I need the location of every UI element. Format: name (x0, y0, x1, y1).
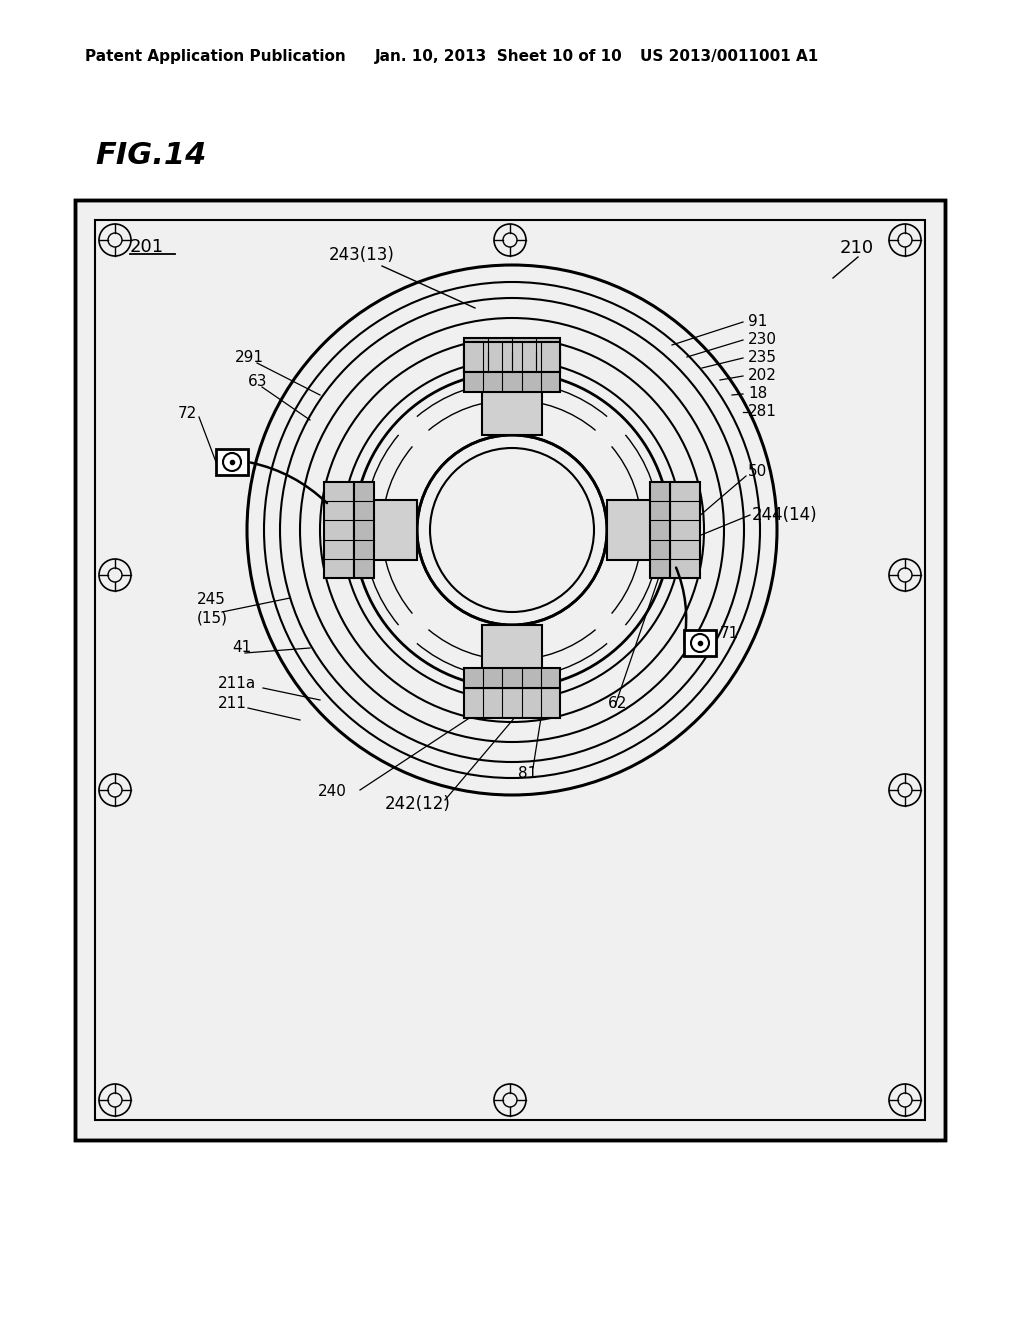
Text: 81: 81 (518, 766, 538, 780)
Bar (684, 630, 716, 656)
Bar (607, 500, 670, 560)
Bar (650, 482, 670, 578)
Bar (354, 500, 417, 560)
Text: Jan. 10, 2013  Sheet 10 of 10: Jan. 10, 2013 Sheet 10 of 10 (375, 49, 623, 65)
Text: 62: 62 (608, 696, 628, 710)
Text: 72: 72 (178, 405, 197, 421)
Bar (75, 201, 945, 1140)
Bar (482, 372, 542, 436)
Text: 281: 281 (748, 404, 777, 420)
Bar (464, 342, 560, 372)
Bar (464, 372, 560, 392)
Text: 211: 211 (218, 696, 247, 710)
Text: 245: 245 (197, 593, 226, 607)
Text: 41: 41 (232, 640, 251, 656)
Text: 235: 235 (748, 351, 777, 366)
Circle shape (417, 436, 607, 624)
Text: 202: 202 (748, 368, 777, 384)
Text: 63: 63 (248, 375, 267, 389)
Bar (482, 624, 542, 688)
Bar (75, 201, 945, 1140)
Text: 210: 210 (840, 239, 874, 257)
Text: 201: 201 (130, 238, 164, 256)
Text: 91: 91 (748, 314, 767, 330)
Bar (464, 668, 560, 688)
Text: 50: 50 (748, 465, 767, 479)
Text: FIG.14: FIG.14 (95, 140, 207, 169)
Bar (464, 352, 560, 372)
Text: 291: 291 (234, 351, 264, 366)
Bar (216, 449, 248, 475)
Text: (15): (15) (197, 610, 228, 626)
Bar (464, 338, 560, 368)
Text: Patent Application Publication: Patent Application Publication (85, 49, 346, 65)
Text: 18: 18 (748, 387, 767, 401)
Bar (354, 482, 374, 578)
Bar (95, 220, 925, 1119)
Text: 242(12): 242(12) (385, 795, 451, 813)
Bar (464, 688, 560, 718)
Text: US 2013/0011001 A1: US 2013/0011001 A1 (640, 49, 818, 65)
Bar (670, 482, 700, 578)
Text: 211a: 211a (218, 676, 256, 690)
Bar (324, 482, 354, 578)
Text: 243(13): 243(13) (329, 246, 395, 264)
Text: 244(14): 244(14) (752, 506, 817, 524)
Text: 230: 230 (748, 333, 777, 347)
Text: 71: 71 (720, 626, 739, 640)
Text: 240: 240 (317, 784, 346, 800)
